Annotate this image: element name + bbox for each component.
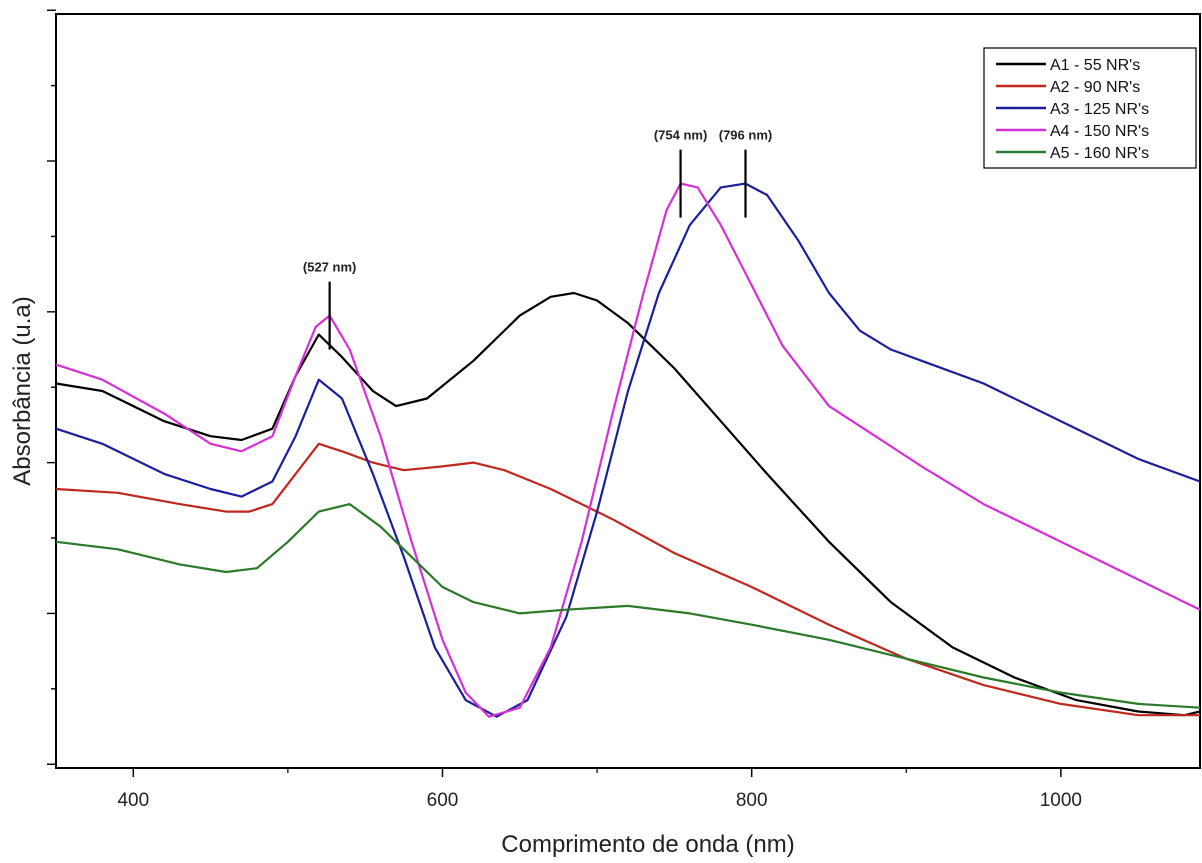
series-lines — [55, 182, 1201, 718]
legend-entry: A4 - 150 NR's — [1050, 123, 1149, 140]
y-axis-label: Absorbância (u.a) — [9, 296, 36, 485]
legend-entry: A3 - 125 NR's — [1050, 101, 1149, 118]
legend-entry: A2 - 90 NR's — [1050, 79, 1140, 96]
peak-annotations: (527 nm) (754 nm) (796 nm) — [303, 128, 772, 350]
series-line-2 — [55, 442, 1200, 717]
y-axis-ticks — [47, 9, 56, 765]
peak-label: (527 nm) — [303, 260, 356, 275]
legend: A1 - 55 NR's A2 - 90 NR's A3 - 125 NR's A4 … — [983, 47, 1197, 169]
series-line-3 — [55, 182, 1201, 718]
x-tick-label: 600 — [427, 790, 459, 811]
series-line-1 — [55, 291, 1201, 717]
x-tick-label: 800 — [736, 790, 768, 811]
x-tick-label: 400 — [117, 790, 149, 811]
series-line-4 — [55, 182, 1201, 718]
x-tick-label: 1000 — [1040, 790, 1082, 811]
plot-frame — [55, 13, 1201, 769]
x-axis-label: Comprimento de onda (nm) — [501, 831, 794, 858]
peak-label: (796 nm) — [719, 128, 772, 143]
peak-label: (754 nm) — [654, 128, 707, 143]
series-line-5 — [55, 503, 1201, 709]
legend-entry: A1 - 55 NR's — [1050, 57, 1140, 74]
legend-entry: A5 - 160 NR's — [1050, 145, 1149, 162]
x-axis-ticks: 400 600 800 1000 — [117, 768, 1082, 811]
